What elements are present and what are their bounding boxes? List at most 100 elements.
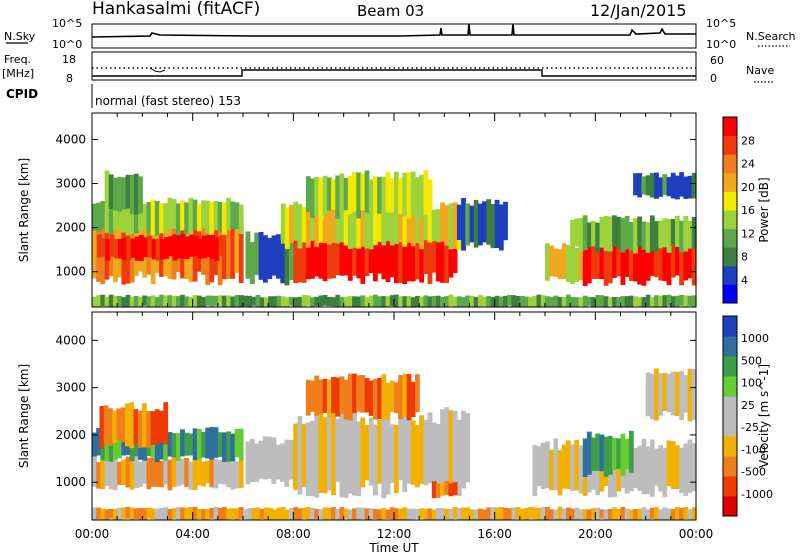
heatmap-cell	[217, 507, 223, 520]
heatmap-cell	[96, 202, 101, 232]
heatmap-cell	[683, 375, 689, 413]
heatmap-cell	[679, 239, 684, 286]
heatmap-cell	[262, 436, 268, 480]
heatmap-cell	[511, 507, 517, 520]
heatmap-cell	[368, 417, 374, 486]
heatmap-cell	[150, 411, 156, 445]
heatmap-cell	[347, 207, 353, 249]
colorbar-frame	[722, 116, 738, 304]
heatmap-cell	[524, 508, 529, 520]
heatmap-cell	[167, 432, 173, 457]
heatmap-cell	[314, 233, 320, 277]
heatmap-cell	[133, 508, 139, 520]
heatmap-cell	[305, 295, 311, 306]
heatmap-cell	[469, 295, 475, 307]
heatmap-cell	[574, 439, 580, 491]
heatmap-cell	[435, 424, 441, 495]
heatmap-cell	[402, 172, 408, 217]
cpid-label: CPID	[6, 87, 38, 101]
heatmap-cell	[431, 296, 437, 307]
heatmap-cell	[557, 296, 563, 307]
heatmap-cell	[234, 461, 240, 489]
power-colorbar: 28 24 20 16 12 8 4	[722, 116, 755, 304]
heatmap-cell	[113, 427, 118, 460]
heatmap-cell	[486, 199, 492, 245]
colorbar-segment	[723, 247, 737, 267]
nave-label: Nave	[746, 64, 774, 77]
colorbar-segment	[723, 436, 737, 457]
heatmap-cell	[398, 231, 403, 284]
heatmap-cell	[423, 419, 429, 486]
heatmap-cell	[280, 507, 286, 520]
heatmap-cell	[92, 222, 97, 279]
freq-trace	[92, 69, 696, 77]
heatmap-cell	[381, 233, 387, 280]
heatmap-cell	[683, 241, 689, 281]
heatmap-cell	[163, 402, 169, 445]
heatmap-cell	[616, 216, 622, 248]
heatmap-cell	[557, 506, 563, 520]
heatmap-cell	[620, 231, 626, 285]
heatmap-cell	[595, 222, 601, 253]
heatmap-cell	[574, 218, 580, 247]
freq-panel-frame	[91, 51, 697, 81]
heatmap-cell	[691, 507, 697, 520]
colorbar-tick-label: -500	[741, 466, 766, 479]
heatmap-cell	[410, 229, 416, 282]
heatmap-cell	[272, 296, 278, 307]
heatmap-cell	[616, 237, 622, 277]
heatmap-cell	[645, 509, 651, 520]
heatmap-cell	[150, 508, 156, 520]
heatmap-cell	[234, 295, 240, 307]
heatmap-cell	[192, 506, 198, 520]
heatmap-cell	[138, 296, 143, 307]
heatmap-cell	[192, 428, 198, 461]
heatmap-cell	[301, 207, 307, 243]
heatmap-cell	[503, 295, 508, 307]
heatmap-cell	[452, 507, 458, 519]
heatmap-cell	[247, 508, 252, 520]
heatmap-cell	[377, 176, 382, 214]
heatmap-cell	[142, 508, 148, 520]
heatmap-cell	[188, 461, 194, 490]
heatmap-cell	[293, 201, 299, 241]
heatmap-cell	[171, 198, 177, 229]
heatmap-cell	[108, 174, 114, 209]
heatmap-cell	[691, 234, 697, 286]
date-label: 12/Jan/2015	[590, 1, 687, 20]
heatmap-cell	[147, 235, 153, 258]
heatmap-cell	[687, 295, 693, 306]
heatmap-cell	[113, 238, 119, 259]
heatmap-cell	[284, 239, 290, 286]
heatmap-cell	[201, 235, 207, 259]
heatmap-cell	[159, 203, 164, 234]
heatmap-cell	[318, 379, 324, 415]
heatmap-cell	[154, 409, 160, 445]
heatmap-cell	[654, 368, 659, 421]
heatmap-cell	[649, 373, 655, 420]
heatmap-cell	[377, 296, 382, 307]
heatmap-cell	[96, 462, 101, 489]
heatmap-cell	[507, 294, 513, 306]
heatmap-cell	[423, 207, 429, 241]
heatmap-cell	[415, 177, 420, 214]
heatmap-cell	[607, 297, 613, 306]
colorbar-tick-label: 8	[741, 251, 748, 264]
heatmap-cell	[301, 234, 307, 283]
heatmap-cell	[222, 228, 227, 280]
heatmap-cell	[205, 427, 211, 459]
heatmap-cell	[284, 207, 290, 249]
colorbar-tick-label: 4	[741, 274, 748, 287]
heatmap-cell	[616, 297, 622, 307]
heatmap-cell	[356, 207, 362, 249]
heatmap-cell	[427, 412, 433, 484]
heatmap-cell	[180, 200, 185, 231]
heatmap-cell	[238, 295, 244, 307]
y-tick-label: 3000	[55, 177, 86, 191]
heatmap-cell	[172, 234, 178, 261]
heatmap-cell	[469, 509, 475, 520]
heatmap-cell	[406, 296, 412, 307]
heatmap-cell	[275, 444, 281, 480]
heatmap-cell	[184, 457, 190, 487]
heatmap-cell	[691, 295, 697, 307]
